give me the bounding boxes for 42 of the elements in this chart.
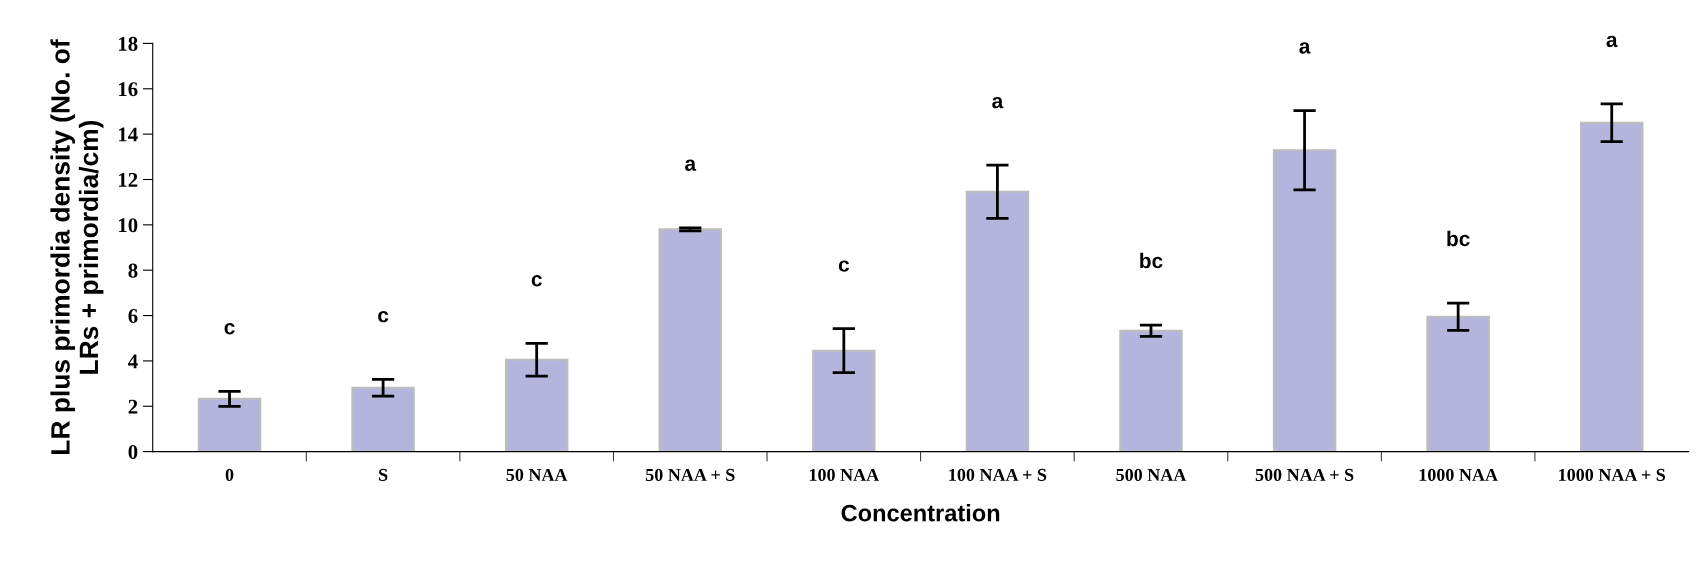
y-tick-label: 8 (128, 263, 138, 278)
bar (1426, 315, 1490, 452)
x-tick-label: S (379, 468, 388, 481)
y-tick-label: 0 (128, 444, 138, 460)
y-tick-label: 4 (128, 354, 138, 369)
annotation: bc (1447, 230, 1470, 247)
bar (197, 397, 262, 452)
bar (1272, 149, 1337, 452)
annotation: a (685, 159, 697, 171)
bar (658, 228, 723, 452)
annotation: a (1299, 42, 1311, 54)
bar (351, 386, 415, 452)
x-tick-label: 50 NAA + S (645, 468, 735, 481)
annotation: c (838, 260, 850, 272)
x-tick-label: 500 NAA + S (1255, 468, 1354, 481)
x-tick-label: 500 NAA (1116, 468, 1187, 481)
x-axis-title: Concentration (841, 504, 1000, 522)
bar (1579, 121, 1644, 452)
annotation: c (531, 275, 542, 287)
annotation: c (224, 322, 235, 335)
y-tick-label: 16 (118, 82, 138, 97)
x-tick-label: 1000 NAA (1419, 468, 1498, 481)
annotation: c (378, 310, 389, 323)
y-tick-label: 2 (128, 399, 138, 414)
x-tick-label: 100 NAA (809, 468, 880, 481)
y-tick-label: 6 (128, 308, 138, 323)
annotation: bc (1140, 252, 1163, 269)
y-tick-label: 14 (118, 127, 138, 142)
y-tick-label: 10 (118, 218, 138, 233)
x-tick-label: 0 (225, 468, 234, 481)
bar (504, 358, 569, 452)
x-tick-label: 1000 NAA + S (1559, 468, 1666, 481)
annotation: a (992, 96, 1004, 109)
bar (1119, 329, 1183, 452)
x-tick-label: 100 NAA + S (949, 468, 1047, 481)
bar (812, 349, 876, 452)
annotation: a (1606, 35, 1618, 48)
y-tick-label: 18 (118, 36, 138, 51)
x-tick-label: 50 NAA (506, 468, 568, 481)
bar (965, 190, 1030, 452)
y-tick-label: 12 (118, 172, 138, 187)
y-axis-title: LR plus primordia density (No. of LRs + primordia/cm) (50, 39, 104, 454)
